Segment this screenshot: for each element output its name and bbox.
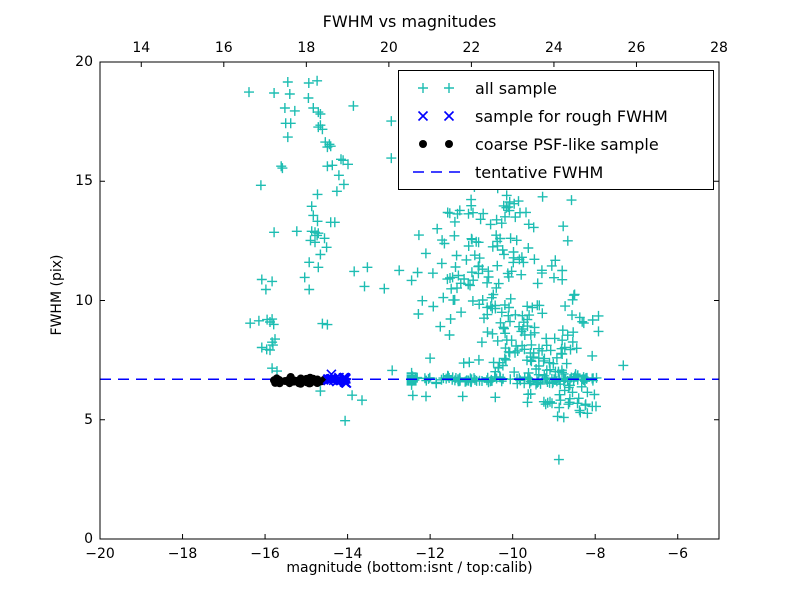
dot-marker-icon [419, 140, 453, 148]
bottom-tick-label: −10 [497, 546, 528, 562]
y-tick-label: 10 [75, 292, 93, 309]
legend-item-rough-fwhm: sample for rough FWHM [399, 103, 713, 129]
chart-title: FWHM vs magnitudes [322, 12, 497, 31]
bottom-tick-label: −8 [584, 546, 606, 562]
legend-label: all sample [475, 78, 557, 98]
y-tick-label: 20 [75, 54, 93, 70]
bottom-tick-label: −18 [167, 546, 198, 562]
y-tick-label: 5 [84, 411, 93, 428]
top-tick-label: 14 [132, 40, 151, 56]
top-tick-label: 24 [545, 40, 563, 56]
top-tick-label: 20 [379, 40, 398, 56]
legend-item-tentative-fwhm: tentative FWHM [399, 159, 713, 185]
cross-marker-icon [417, 110, 455, 122]
dash-line-icon [413, 171, 461, 173]
top-tick-label: 18 [297, 40, 316, 56]
top-tick-label: 26 [627, 40, 646, 56]
top-tick-label: 22 [462, 40, 481, 56]
top-tick-label: 16 [214, 40, 233, 56]
legend-item-all-sample: all sample [399, 75, 713, 101]
top-tick-label: 28 [710, 40, 728, 56]
axes-frame [99, 61, 720, 540]
legend-label: sample for rough FWHM [475, 106, 668, 126]
psf-like-points [270, 373, 329, 388]
all-sample-points [244, 75, 629, 465]
bottom-tick-label: −16 [250, 546, 280, 562]
y-tick-label: 0 [84, 531, 93, 547]
plus-marker-icon [418, 83, 454, 93]
plot-area [100, 75, 719, 465]
rough-fwhm-points [322, 369, 352, 389]
legend-label: tentative FWHM [475, 162, 604, 182]
legend-item-psf-sample: coarse PSF-like sample [399, 131, 713, 157]
y-tick-label: 15 [75, 173, 93, 190]
bottom-tick-label: −20 [85, 546, 115, 562]
bottom-tick-label: −14 [332, 546, 363, 562]
bottom-tick-label: −6 [667, 546, 689, 562]
y-axis-label: FWHM (pix) [49, 254, 65, 336]
x-axis-label: magnitude (bottom:isnt / top:calib) [286, 560, 533, 576]
bottom-tick-label: −12 [415, 546, 445, 562]
legend: all sample sample for rough FWHM coarse … [398, 70, 714, 190]
legend-label: coarse PSF-like sample [475, 134, 659, 154]
